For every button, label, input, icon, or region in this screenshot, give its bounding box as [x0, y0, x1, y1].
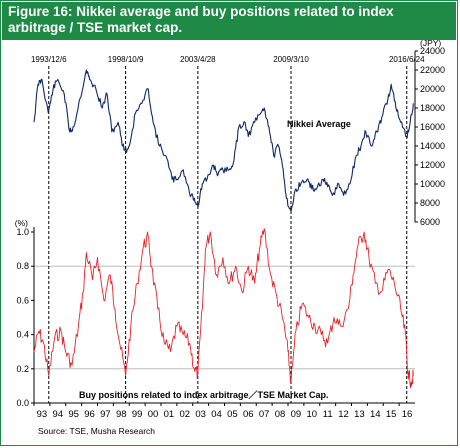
x-tick-label: 03: [195, 409, 206, 420]
x-tick-label: 95: [68, 409, 79, 420]
x-tick-label: 06: [243, 409, 254, 420]
nikkei-y-tick-label: 18000: [420, 103, 445, 113]
x-tick-label: 08: [275, 409, 286, 420]
nikkei-y-tick-label: 10000: [420, 179, 445, 189]
ratio-y-tick-label: 1.0: [16, 227, 29, 237]
x-tick-label: 00: [148, 409, 159, 420]
nikkei-y-tick-label: 8000: [420, 198, 440, 208]
ratio-y-tick-label: 0.8: [16, 261, 29, 271]
nikkei-series-label: Nikkei Average: [287, 119, 351, 129]
x-tick-label: 96: [84, 409, 95, 420]
x-tick-label: 13: [354, 409, 365, 420]
x-tick-label: 09: [291, 409, 302, 420]
event-lines: 1993/12/6 1998/10/9 2003/4/28 2009/3/10 2016…: [31, 55, 425, 403]
figure-title: Figure 16: Nikkei average and buy positi…: [8, 4, 394, 35]
ratio-y-tick-label: 0.6: [16, 295, 29, 305]
nikkei-y-tick-label: 24000: [420, 46, 445, 56]
nikkei-y-tick-label: 16000: [420, 122, 445, 132]
x-tick-label: 04: [211, 409, 222, 420]
x-tick-label: 02: [180, 409, 191, 420]
nikkei-panel: 6000 8000 10000 12000 14000 16000 18000 20000 22…: [33, 38, 445, 227]
ratio-series-label: Buy positions related to index arbitrage…: [79, 390, 329, 400]
x-tick-label: 99: [132, 409, 143, 420]
x-tick-label: 05: [227, 409, 238, 420]
x-tick-label: 98: [116, 409, 127, 420]
x-tick-label: 14: [370, 409, 381, 420]
nikkei-series-line: [33, 69, 414, 213]
ratio-y-axis-unit: (%): [15, 218, 28, 228]
nikkei-y-tick-label: 12000: [420, 160, 445, 170]
x-tick-label: 10: [307, 409, 318, 420]
ratio-series-line: [33, 228, 414, 389]
nikkei-y-tick-label: 6000: [420, 217, 440, 227]
event-date-label: 1998/10/9: [108, 55, 144, 64]
x-tick-label: 93: [37, 409, 48, 420]
ratio-y-tick-label: 0.0: [16, 398, 29, 408]
event-date-label: 2016/6/24: [389, 55, 425, 64]
nikkei-y-tick-label: 14000: [420, 141, 445, 151]
nikkei-y-tick-label: 22000: [420, 65, 445, 75]
x-tick-label: 16: [402, 409, 413, 420]
nikkei-y-axis-unit: (JPY): [420, 38, 441, 48]
x-tick-label: 11: [323, 409, 333, 420]
x-tick-label: 15: [386, 409, 397, 420]
x-tick-label: 94: [53, 409, 64, 420]
x-tick-label: 97: [100, 409, 111, 420]
x-tick-label: 01: [164, 409, 175, 420]
event-date-label: 2009/3/10: [273, 55, 309, 64]
ratio-y-tick-label: 0.4: [16, 330, 29, 340]
x-tick-label: 12: [338, 409, 349, 420]
x-axis: 93 94 95 96 97 98 99 00 01 02 03 04 05 06 07 08 09 10 11 12…: [33, 402, 415, 420]
ratio-panel: 0.0 0.2 0.4 0.6 0.8 1.0(%) Buy positions relat…: [15, 218, 414, 408]
gridlines: [34, 265, 415, 370]
event-date-label: 2003/4/28: [180, 55, 216, 64]
source-note: Source: TSE, Musha Research: [38, 426, 156, 436]
event-date-label: 1993/12/6: [31, 55, 67, 64]
x-tick-label: 07: [259, 409, 270, 420]
figure-header: Figure 16: Nikkei average and buy positi…: [2, 2, 456, 40]
ratio-y-tick-label: 0.2: [16, 364, 29, 374]
nikkei-y-tick-label: 20000: [420, 84, 445, 94]
